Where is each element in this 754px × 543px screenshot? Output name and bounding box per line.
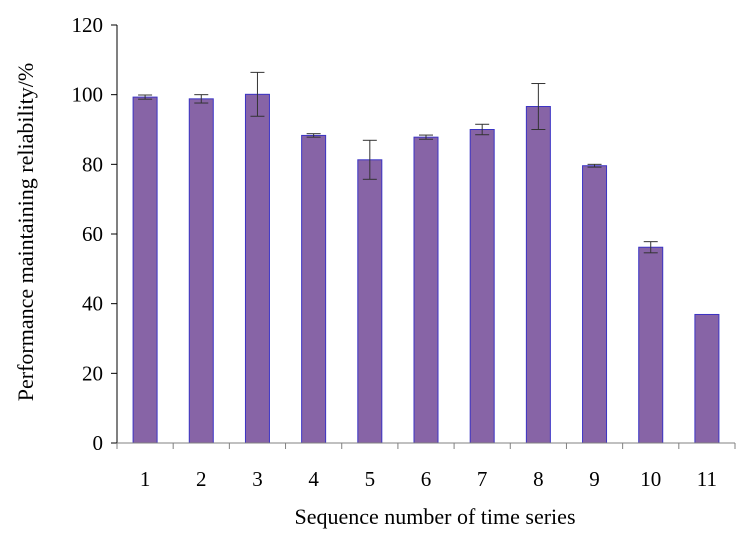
x-tick-label: 8 bbox=[533, 467, 544, 491]
x-tick-label: 4 bbox=[308, 467, 319, 491]
y-tick-label: 80 bbox=[82, 152, 103, 176]
x-tick-label: 2 bbox=[196, 467, 207, 491]
x-tick-label: 7 bbox=[477, 467, 488, 491]
error-bar bbox=[138, 94, 153, 100]
bar bbox=[694, 313, 720, 444]
y-axis-title: Performance maintaining reliability/% bbox=[13, 63, 38, 401]
x-axis-title: Sequence number of time series bbox=[294, 504, 575, 529]
error-bar bbox=[306, 133, 321, 138]
x-tick-label: 3 bbox=[252, 467, 263, 491]
error-bar bbox=[362, 139, 377, 180]
error-bar bbox=[419, 134, 433, 140]
y-axis-ticks: 0 20 40 60 80 100 120 bbox=[72, 13, 117, 455]
y-tick-label: 20 bbox=[82, 361, 103, 385]
x-tick-label: 6 bbox=[421, 467, 432, 491]
x-tick-label: 9 bbox=[589, 467, 600, 491]
bar bbox=[301, 134, 327, 444]
bar bbox=[413, 136, 439, 444]
y-tick-label: 0 bbox=[93, 431, 104, 455]
y-tick-label: 120 bbox=[72, 13, 104, 37]
bar bbox=[357, 159, 383, 444]
error-bar bbox=[250, 71, 265, 117]
error-bar bbox=[194, 94, 209, 104]
bar bbox=[638, 246, 664, 444]
error-bar bbox=[643, 241, 658, 254]
bar bbox=[469, 129, 495, 444]
chart-marks bbox=[132, 71, 720, 444]
y-tick-label: 100 bbox=[72, 83, 104, 107]
x-tick-label: 1 bbox=[140, 467, 151, 491]
y-tick-label: 40 bbox=[82, 292, 103, 316]
error-bar bbox=[587, 163, 602, 168]
bar bbox=[132, 96, 158, 444]
bar bbox=[188, 98, 214, 444]
error-bar bbox=[475, 123, 490, 136]
y-tick-label: 60 bbox=[82, 222, 103, 246]
x-tick-label: 11 bbox=[697, 467, 717, 491]
bar bbox=[582, 165, 608, 444]
error-bar bbox=[531, 83, 546, 130]
x-tick-label: 10 bbox=[640, 467, 661, 491]
x-axis-ticks: 1 2 3 4 5 6 7 8 9 10 11 bbox=[116, 443, 736, 491]
bar bbox=[244, 93, 270, 444]
x-tick-label: 5 bbox=[365, 467, 376, 491]
bar bbox=[525, 106, 551, 444]
